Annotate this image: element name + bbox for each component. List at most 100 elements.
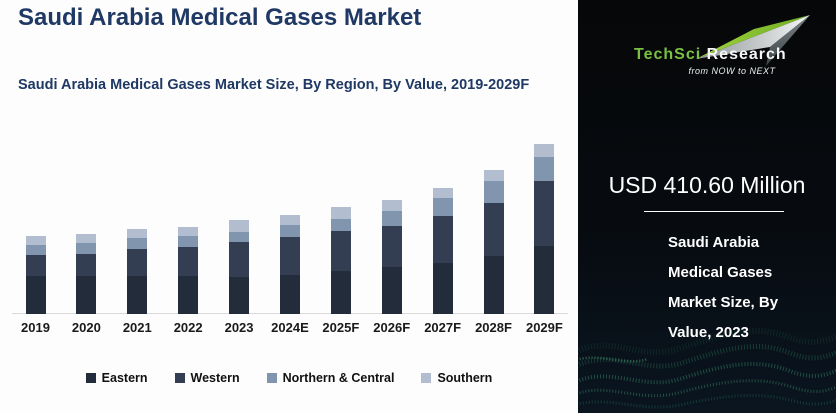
value-caption: Saudi Arabia Medical Gases Market Size, … [668, 228, 818, 348]
bar-column-2027f: 2027F [419, 138, 466, 340]
segment-eastern [330, 270, 351, 314]
bar-column-2026f: 2026F [368, 138, 415, 340]
stacked-bar-2021 [127, 228, 148, 314]
bar-column-2025f: 2025F [317, 138, 364, 340]
segment-western [178, 247, 199, 276]
logo-arrow-icon [696, 15, 810, 66]
segment-western [76, 253, 97, 276]
legend-swatch-icon [174, 373, 185, 383]
segment-eastern [229, 276, 250, 314]
bar-column-2028f: 2028F [470, 138, 517, 340]
segment-southern [381, 199, 402, 211]
bar-column-2020: 2020 [63, 138, 110, 340]
bar-column-2029f: 2029F [521, 138, 568, 340]
segment-eastern [483, 256, 504, 314]
segment-eastern [25, 275, 46, 314]
x-axis-label: 2024E [271, 319, 309, 335]
bar-column-2022: 2022 [165, 138, 212, 340]
x-axis-label: 2023 [224, 319, 254, 335]
market-value-highlight: USD 410.60 Million [608, 172, 806, 198]
legend-label: Southern [437, 371, 493, 385]
legend-swatch-icon [266, 373, 277, 383]
segment-eastern [76, 275, 97, 314]
segment-southern [432, 187, 453, 199]
segment-northern-central [534, 157, 555, 181]
x-axis-label: 2027F [424, 319, 462, 335]
legend-item-western: Western [174, 371, 240, 385]
page-title: Saudi Arabia Medical Gases Market [18, 4, 422, 31]
side-panel: TechSci Research from NOW to NEXT USD 41… [578, 0, 836, 413]
segment-northern-central [381, 210, 402, 226]
chart-legend: Eastern Western Northern & Central Southern [0, 371, 578, 385]
segment-eastern [127, 276, 148, 314]
segment-northern-central [279, 225, 300, 237]
legend-item-southern: Southern [421, 371, 492, 385]
bar-column-2021: 2021 [114, 138, 161, 340]
segment-northern-central [229, 231, 250, 242]
segment-southern [178, 226, 199, 237]
segment-northern-central [25, 244, 46, 255]
segment-eastern [279, 274, 300, 314]
segment-eastern [534, 246, 555, 314]
x-axis-label: 2026F [373, 319, 411, 335]
caption-line: Value, 2023 [668, 324, 749, 341]
logo-tagline: from NOW to NEXT [688, 66, 776, 76]
bar-columns: 2019 2020 2021 2022 2023 2024E 2025F 2026F 2027F… [12, 138, 568, 340]
stacked-bar-2024e [279, 214, 300, 314]
segment-western [381, 225, 402, 268]
segment-southern [76, 233, 97, 243]
legend-label: Western [190, 371, 240, 385]
stacked-bar-2020 [76, 233, 97, 314]
segment-eastern [432, 263, 453, 314]
stacked-bar-2028f [483, 170, 504, 314]
legend-label: Eastern [101, 371, 148, 385]
x-axis-label: 2028F [475, 319, 512, 335]
stacked-bar-2026f [381, 199, 402, 314]
legend-item-eastern: Eastern [85, 371, 148, 385]
segment-eastern [381, 267, 402, 314]
segment-southern [330, 206, 351, 219]
bar-column-2023: 2023 [216, 138, 263, 340]
x-axis-label: 2021 [122, 319, 152, 335]
segment-western [534, 180, 555, 247]
segment-northern-central [432, 198, 453, 217]
logo-brand-secondary: Research [706, 46, 787, 63]
stacked-bar-2022 [178, 226, 199, 314]
segment-southern [127, 228, 148, 239]
segment-southern [279, 214, 300, 226]
chart-subtitle: Saudi Arabia Medical Gases Market Size, … [18, 77, 530, 93]
segment-northern-central [330, 218, 351, 232]
x-axis-label: 2029F [525, 319, 563, 335]
caption-line: Medical Gases [668, 264, 773, 281]
divider-line [644, 211, 784, 212]
segment-western [229, 242, 250, 277]
segment-northern-central [127, 238, 148, 250]
x-axis-label: 2020 [71, 319, 101, 335]
segment-southern [25, 236, 46, 245]
logo-wordmark: TechSci Research [634, 46, 787, 64]
legend-item-northern-central: Northern & Central [266, 371, 395, 385]
stacked-bar-2027f [432, 187, 453, 314]
caption-line: Saudi Arabia [668, 234, 760, 251]
chart-region: Saudi Arabia Medical Gases Market Saudi … [0, 4, 578, 385]
segment-northern-central [178, 236, 199, 248]
segment-western [25, 254, 46, 276]
stacked-bar-2025f [330, 206, 351, 314]
segment-western [483, 202, 504, 257]
legend-swatch-icon [85, 373, 96, 383]
segment-northern-central [76, 242, 97, 254]
segment-eastern [178, 275, 199, 314]
stacked-bar-chart: 2019 2020 2021 2022 2023 2024E 2025F 2026F 2027F… [12, 138, 568, 340]
x-axis-label: 2019 [21, 319, 50, 335]
bar-column-2024e: 2024E [266, 138, 313, 340]
legend-label: Northern & Central [282, 371, 395, 385]
segment-southern [483, 170, 504, 182]
stacked-bar-2029f [534, 143, 555, 314]
segment-northern-central [483, 181, 504, 203]
caption-line: Market Size, By [668, 294, 779, 311]
segment-western [127, 249, 148, 277]
segment-western [432, 216, 453, 263]
legend-swatch-icon [421, 373, 432, 383]
segment-western [279, 237, 300, 275]
